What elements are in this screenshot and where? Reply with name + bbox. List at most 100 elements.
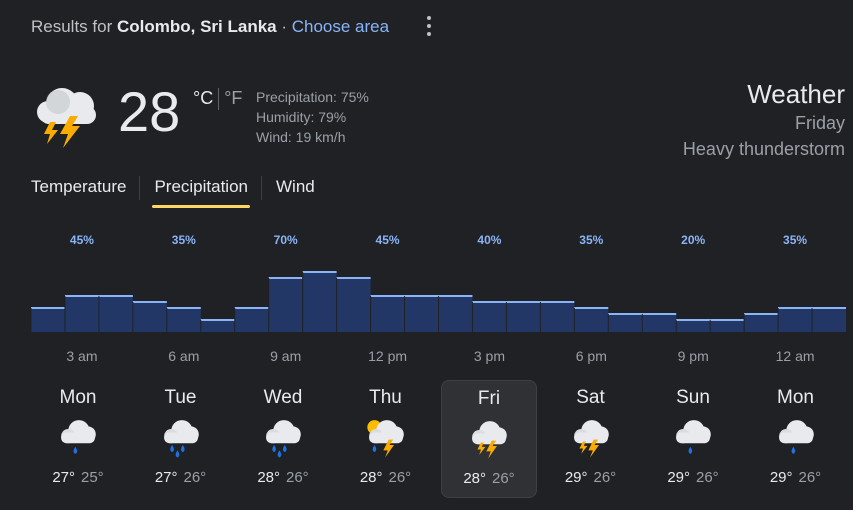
low-temp: 26° [798, 469, 822, 486]
day-name: Mon [59, 387, 97, 408]
daily-forecast: Mon 27° 25° Tue 27° 26° Wed 28° 26° Thu 28° 26° Fri 2… [27, 380, 849, 498]
tab-temperature[interactable]: Temperature [31, 176, 141, 208]
precip-bar [812, 308, 846, 332]
forecast-day-mon[interactable]: Mon 29° 26° [749, 380, 843, 496]
time-label: 6 pm [575, 348, 607, 364]
tab-wind[interactable]: Wind [276, 177, 315, 196]
precip-label: 45% [376, 233, 400, 247]
choose-area-link[interactable]: Choose area [291, 17, 390, 36]
precip-bar [642, 314, 677, 332]
low-temp: 26° [593, 469, 617, 486]
day-name: Sat [576, 387, 605, 408]
precipitation-chart: 45% 35% 70% 45% 40% 35% 20% 35% [31, 233, 846, 332]
forecast-day-fri[interactable]: Fri 28° 26° [441, 380, 537, 498]
precip-label: 40% [477, 233, 501, 247]
rain-cloud-icon [61, 420, 96, 454]
precip-bar [370, 296, 405, 332]
high-temp: 28° [463, 470, 486, 487]
high-temp: 27° [52, 469, 75, 486]
weather-title: Weather [747, 79, 845, 109]
low-temp: 25° [81, 469, 104, 486]
low-temp: 26° [696, 469, 719, 486]
celsius-unit[interactable]: °C [193, 88, 214, 108]
thunderstorm-icon [37, 88, 96, 148]
precip-bar [540, 302, 575, 332]
precip-bar [574, 308, 609, 332]
precip-label: 20% [681, 233, 705, 247]
current-condition: Heavy thunderstorm [682, 139, 845, 159]
thunderstorm-icon [573, 420, 609, 458]
thunderstorm-icon [472, 421, 507, 459]
forecast-day-wed[interactable]: Wed 28° 26° [236, 380, 330, 496]
precip-label: 45% [70, 233, 94, 247]
rain-cloud-icon [778, 420, 814, 454]
precip-label: 35% [172, 233, 196, 247]
precip-bar [234, 308, 269, 332]
separator: · [276, 17, 292, 36]
precip-bar [676, 320, 711, 332]
precipitation-text: Precipitation: 75% [256, 89, 369, 105]
day-name: Sun [676, 387, 710, 408]
day-name: Fri [477, 388, 501, 409]
time-label: 3 am [66, 348, 98, 364]
precip-bar [608, 314, 643, 332]
low-temp: 26° [388, 469, 412, 486]
precip-label: 35% [783, 233, 807, 247]
precip-bar [404, 296, 439, 332]
heavy-rain-cloud-icon [266, 420, 301, 458]
time-label: 9 am [270, 348, 302, 364]
sun-thunderstorm-icon [366, 420, 404, 458]
forecast-day-thu[interactable]: Thu 28° 26° [339, 380, 433, 496]
high-temp: 29° [667, 469, 690, 486]
rain-cloud-icon [676, 420, 711, 454]
time-axis: 3 am 6 am 9 am 12 pm 3 pm 6 pm 9 pm 12 am [0, 348, 853, 368]
time-label: 6 am [168, 348, 200, 364]
wind-text: Wind: 19 km/h [256, 129, 346, 145]
forecast-day-tue[interactable]: Tue 27° 26° [134, 380, 228, 496]
precip-bar [268, 278, 303, 332]
results-prefix: Results for [31, 17, 113, 36]
low-temp: 26° [286, 469, 309, 486]
time-label: 9 pm [677, 348, 709, 364]
precip-bar [132, 302, 167, 332]
current-temperature: 28 [118, 80, 181, 143]
precip-bar [506, 302, 541, 332]
precip-bar [438, 296, 473, 332]
precip-bar [98, 296, 133, 332]
precip-bar [302, 272, 337, 332]
day-name: Thu [369, 387, 402, 408]
precip-bar [64, 296, 99, 332]
day-name: Mon [777, 387, 814, 408]
location-header: Results for Colombo, Sri Lanka · Choose … [31, 17, 389, 37]
day-name: Wed [263, 387, 303, 408]
precip-bar [200, 320, 235, 332]
heavy-rain-cloud-icon [163, 420, 199, 458]
precip-label: 70% [274, 233, 298, 247]
forecast-day-sun[interactable]: Sun 29° 26° [646, 380, 740, 496]
humidity-text: Humidity: 79% [256, 109, 347, 125]
low-temp: 26° [492, 470, 515, 487]
precip-bar [336, 278, 371, 332]
low-temp: 26° [183, 469, 207, 486]
forecast-day-sat[interactable]: Sat 29° 26° [544, 380, 638, 496]
precip-bar [778, 308, 813, 332]
precip-bar [166, 308, 201, 332]
weather-summary: Weather Friday Heavy thunderstorm [683, 78, 845, 162]
day-name: Tue [164, 387, 197, 408]
more-options-icon[interactable] [426, 16, 432, 36]
high-temp: 29° [769, 469, 793, 486]
tab-precipitation[interactable]: Precipitation [140, 176, 262, 208]
high-temp: 27° [154, 469, 178, 486]
forecast-day-mon[interactable]: Mon 27° 25° [31, 380, 125, 496]
fahrenheit-unit[interactable]: °F [224, 88, 243, 108]
high-temp: 29° [564, 469, 588, 486]
precip-bar [31, 308, 65, 332]
time-label: 3 pm [473, 348, 505, 364]
high-temp: 28° [257, 469, 280, 486]
current-day: Friday [794, 113, 845, 133]
precip-bar [744, 314, 779, 332]
tab-bar: Temperature Precipitation Wind [31, 176, 329, 208]
precip-bar [472, 302, 507, 332]
weather-details: Precipitation: 75% Humidity: 79% Wind: 1… [256, 87, 369, 147]
time-label: 12 pm [368, 348, 408, 364]
